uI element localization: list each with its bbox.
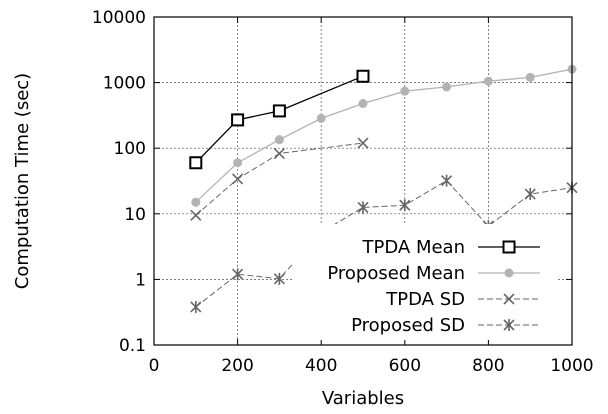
data-point <box>357 201 369 214</box>
legend-label: Proposed SD <box>351 315 465 336</box>
series-line <box>195 180 573 308</box>
data-point <box>442 82 452 92</box>
data-point <box>358 99 368 109</box>
y-tick-label: 1 <box>135 270 146 290</box>
y-tick-label: 100 <box>114 139 146 159</box>
data-point <box>524 188 536 201</box>
data-point <box>274 135 284 145</box>
y-axis: 0.1 1 10 100 1000 10000 <box>92 8 572 356</box>
data-point <box>231 113 245 127</box>
x-tick-label: 400 <box>305 356 337 376</box>
data-point <box>400 86 410 96</box>
data-point <box>356 69 370 83</box>
x-axis: 0 200 400 600 800 1000 <box>149 17 594 376</box>
legend-entry: TPDA SD <box>385 289 540 310</box>
data-point <box>357 137 369 149</box>
legend-entry: Proposed SD <box>351 315 540 336</box>
data-point <box>399 199 411 212</box>
series-line <box>195 68 573 203</box>
data-point <box>504 268 514 278</box>
data-point <box>232 268 244 281</box>
data-point <box>273 272 285 285</box>
y-tick-label: 1000 <box>103 74 146 94</box>
data-point <box>503 319 515 331</box>
legend: TPDA Mean Proposed Mean TPDA SD Proposed SD <box>292 224 558 340</box>
y-axis-title: Computation Time (sec) <box>12 73 33 289</box>
data-point <box>190 300 202 313</box>
y-tick-label: 0.1 <box>119 336 146 356</box>
series-line <box>195 75 364 164</box>
data-point <box>502 240 516 254</box>
data-point <box>191 197 201 207</box>
x-tick-label: 200 <box>221 356 253 376</box>
y-tick-label: 10 <box>124 205 146 225</box>
data-point <box>233 158 243 168</box>
data-point <box>503 293 515 305</box>
x-axis-title: Variables <box>322 388 404 409</box>
data-point <box>273 147 285 160</box>
x-tick-label: 600 <box>389 356 421 376</box>
data-point <box>441 174 453 187</box>
y-tick-label: 10000 <box>92 8 146 28</box>
data-point <box>189 156 203 170</box>
legend-label: TPDA SD <box>385 289 465 310</box>
series-tpda-sd <box>190 137 369 221</box>
data-point <box>483 76 493 86</box>
legend-label: TPDA Mean <box>362 237 465 258</box>
data-point <box>525 72 535 82</box>
x-tick-label: 1000 <box>550 356 593 376</box>
series-tpda-mean <box>189 69 370 170</box>
series-line <box>195 142 364 216</box>
legend-label: Proposed Mean <box>327 263 465 284</box>
series-layer <box>189 64 578 313</box>
data-point <box>190 209 202 221</box>
x-tick-label: 800 <box>472 356 504 376</box>
data-point <box>272 104 286 118</box>
legend-entry: TPDA Mean <box>362 237 540 258</box>
x-tick-label: 0 <box>149 356 160 376</box>
legend-entry: Proposed Mean <box>327 263 540 284</box>
data-point <box>316 113 326 123</box>
data-point <box>232 173 244 185</box>
plot-frame <box>153 16 573 346</box>
